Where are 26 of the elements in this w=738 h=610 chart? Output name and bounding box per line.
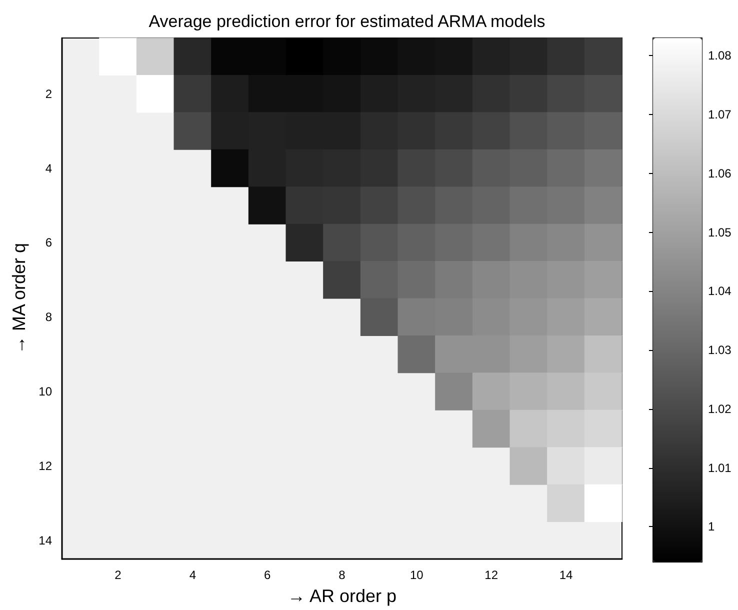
x-tick-label: 12 xyxy=(484,568,498,582)
color-bar-label: 1.02 xyxy=(708,402,732,416)
y-tick-label: 10 xyxy=(38,384,52,399)
x-axis-title: → AR order p xyxy=(287,586,397,606)
color-bar-label: 1.08 xyxy=(708,48,732,63)
x-tick-label: 14 xyxy=(559,568,573,582)
color-bar-label: 1 xyxy=(708,520,715,534)
color-bar-label: 1.05 xyxy=(708,225,732,240)
color-bar-label: 1.04 xyxy=(708,284,732,298)
color-bar-label: 1.07 xyxy=(708,108,732,122)
x-tick-label: 10 xyxy=(410,568,424,582)
color-bar-label: 1.03 xyxy=(708,343,732,358)
x-tick-label: 2 xyxy=(114,568,122,582)
color-bar-label: 1.01 xyxy=(708,460,732,475)
y-tick-label: 14 xyxy=(38,533,52,548)
chart-title: Average prediction error for estimated ARMA models xyxy=(148,12,546,31)
y-tick-label: 6 xyxy=(45,236,52,250)
y-tick-label: 8 xyxy=(45,310,52,324)
x-tick-label: 4 xyxy=(189,568,196,582)
y-tick-label: 4 xyxy=(45,161,52,176)
y-axis-title: → MA order q xyxy=(8,242,29,354)
y-tick-label: 12 xyxy=(38,458,52,473)
x-tick-label: 6 xyxy=(264,568,271,582)
y-tick-label: 2 xyxy=(45,86,52,101)
color-bar-label: 1.06 xyxy=(708,166,732,180)
x-tick-label: 8 xyxy=(338,568,346,582)
